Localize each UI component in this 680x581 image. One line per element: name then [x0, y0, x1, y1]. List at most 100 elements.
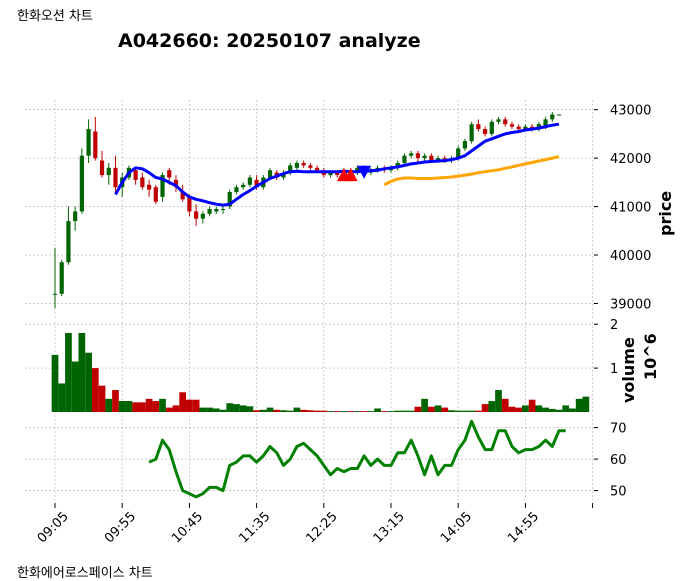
volume-scale-note: 10^6: [641, 333, 660, 380]
candle: [133, 167, 138, 185]
ma-short-line: [114, 122, 560, 207]
volume-bar: [199, 407, 207, 412]
candle-body: [173, 179, 179, 188]
candle: [160, 172, 165, 202]
grid-lines: [25, 100, 594, 500]
ma-long-line: [383, 155, 560, 187]
volume-bar: [71, 361, 79, 412]
price-tick-label: 41000: [610, 201, 651, 216]
volume-bar: [401, 410, 408, 412]
volume-bar: [542, 407, 549, 412]
volume-bar: [495, 390, 502, 412]
candle: [503, 116, 508, 127]
rsi-panel: [148, 419, 566, 499]
candle-body: [180, 192, 185, 200]
volume-bar: [206, 407, 213, 412]
rsi-tick-label: 70: [610, 422, 627, 437]
candle-body: [301, 162, 306, 166]
volume-bar: [522, 405, 529, 412]
candle-body: [415, 153, 420, 159]
candle: [550, 112, 555, 122]
volume-bar: [307, 410, 314, 412]
candle: [227, 189, 232, 209]
candle: [294, 160, 300, 171]
candle-body: [328, 172, 333, 176]
candle: [113, 155, 118, 193]
price-panel: [52, 112, 562, 309]
candle-body: [140, 177, 145, 188]
candle: [153, 184, 158, 205]
volume-bar: [152, 401, 160, 412]
candle-body: [482, 129, 488, 134]
candle: [234, 184, 239, 195]
volume-bar: [246, 406, 254, 412]
candle-body: [429, 155, 434, 161]
volume-bar: [91, 368, 99, 412]
candle-body: [200, 213, 205, 219]
volume-bar: [179, 392, 187, 412]
volume-bar: [461, 410, 469, 412]
volume-bar: [562, 405, 570, 412]
volume-bar: [468, 410, 475, 412]
candle: [73, 206, 78, 231]
candle: [247, 175, 252, 188]
volume-bar: [555, 409, 563, 412]
volume-bar: [78, 332, 86, 412]
volume-bar: [421, 398, 428, 412]
top-caption: 한화오션 차트: [17, 9, 93, 24]
candle-body: [59, 262, 64, 294]
candle-body: [469, 124, 474, 142]
volume-bar: [273, 409, 281, 412]
volume-bar: [132, 402, 139, 412]
volume-bar: [266, 407, 274, 412]
volume-bar: [212, 408, 220, 412]
volume-bar: [125, 401, 133, 412]
x-tick-label: 14:55: [505, 509, 542, 546]
candle-body: [227, 192, 232, 207]
candle-body: [207, 209, 212, 214]
candle-body: [247, 177, 252, 185]
candle: [173, 175, 179, 193]
candle: [476, 119, 481, 132]
candle: [93, 116, 98, 161]
candle-body: [294, 162, 300, 168]
volume-bar: [139, 402, 146, 412]
volume-bar: [394, 410, 402, 412]
volume-bar: [528, 399, 536, 412]
volume-bar: [354, 411, 361, 412]
candle-body: [52, 293, 58, 295]
price-tick-label: 40000: [610, 249, 651, 264]
candle-body: [86, 129, 91, 156]
candle-body: [422, 155, 427, 159]
volume-bar: [508, 406, 516, 412]
price-axis-label: price: [656, 191, 675, 236]
volume-bar: [407, 410, 415, 412]
candle-body: [93, 131, 98, 159]
x-tick-label: 14:05: [438, 509, 475, 546]
volume-bar: [85, 352, 92, 412]
volume-bar: [112, 390, 119, 412]
candle: [415, 150, 420, 163]
volume-bar: [259, 409, 267, 412]
candle-body: [66, 221, 71, 263]
volume-bar: [569, 408, 576, 412]
candle-body: [220, 209, 226, 210]
volume-bar: [239, 405, 247, 412]
volume-bar: [300, 409, 307, 412]
candle-body: [187, 196, 192, 212]
volume-tick-label: 1: [610, 362, 618, 377]
x-tick-label: 12:25: [304, 509, 341, 546]
candle: [509, 121, 515, 130]
candle-body: [254, 179, 259, 188]
candle: [59, 259, 64, 297]
volume-bar: [441, 407, 449, 412]
volume-bar: [427, 406, 435, 412]
candle: [140, 172, 145, 190]
volume-axis-label: volume: [619, 337, 638, 403]
volume-bar: [374, 408, 381, 412]
candle-body: [476, 124, 481, 130]
candle-body: [308, 165, 313, 168]
candle-body: [462, 141, 468, 149]
candle-body: [167, 170, 172, 178]
